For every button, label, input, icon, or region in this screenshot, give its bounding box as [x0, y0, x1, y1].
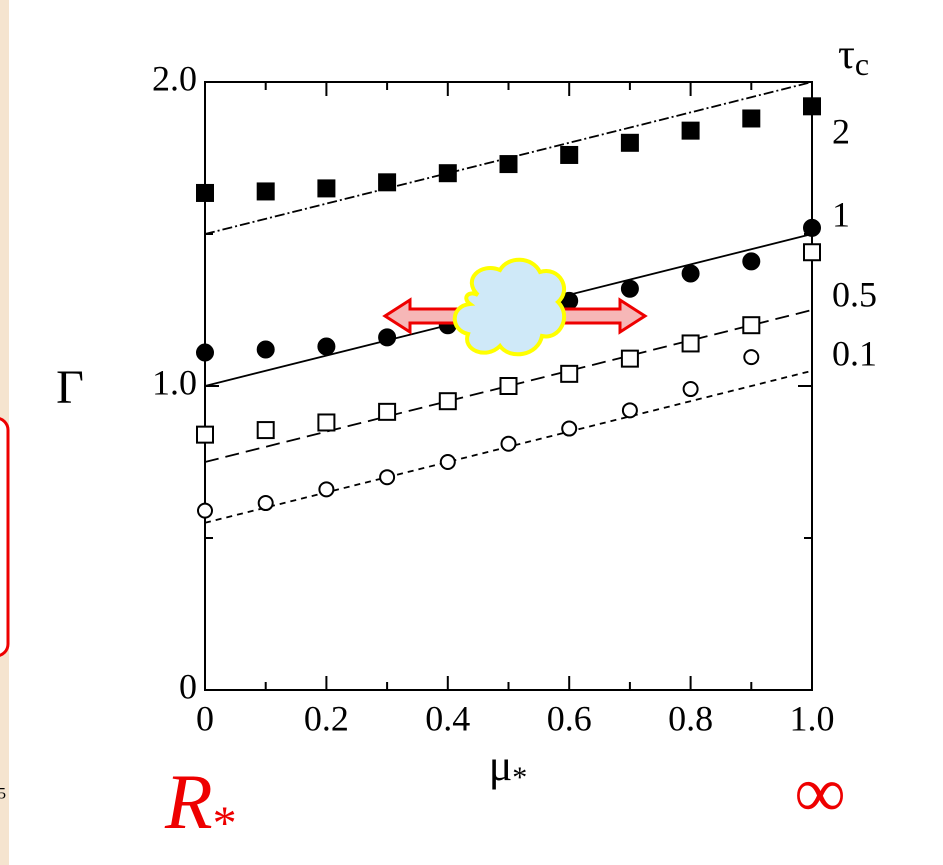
circle-marker	[439, 454, 456, 470]
square-marker	[560, 145, 579, 164]
infinity-annotation: ∞	[794, 753, 845, 833]
y-tick-label: 1.0	[152, 362, 197, 402]
circle-marker	[317, 337, 336, 356]
r-annotation: R*	[164, 758, 237, 850]
square-marker	[256, 182, 275, 201]
circle-marker	[378, 328, 397, 347]
square-marker	[378, 173, 397, 192]
square-marker	[196, 425, 214, 444]
x-axis-label: μ*	[489, 741, 528, 794]
square-marker	[681, 334, 700, 353]
square-marker	[803, 243, 821, 262]
overlay	[382, 257, 648, 357]
fit-label: 0.5	[832, 274, 877, 314]
y-axis-label: Γ	[56, 361, 84, 414]
x-tick-label: 0.4	[425, 698, 470, 738]
x-axis-label-sub: *	[512, 761, 527, 794]
circle-marker	[256, 340, 275, 359]
square-marker	[499, 377, 518, 395]
circle-marker	[561, 420, 578, 437]
square-marker	[438, 164, 457, 183]
circle-marker	[197, 502, 213, 519]
square-marker	[560, 364, 579, 383]
square-marker	[742, 109, 761, 128]
square-marker	[438, 392, 457, 411]
square-marker	[317, 413, 336, 432]
circle-marker	[620, 279, 639, 298]
x-tick-label: 0.8	[668, 698, 713, 738]
circle-marker	[621, 402, 638, 419]
y-tick-label: 0	[179, 666, 197, 706]
circle-marker	[196, 343, 214, 362]
circle-marker	[743, 349, 760, 366]
square-marker	[742, 316, 761, 335]
y-tick-label: 2.0	[152, 58, 197, 98]
fit-title-sub: c	[855, 46, 869, 82]
fit-title-main: τ	[838, 32, 855, 78]
fit-label: 1	[832, 194, 850, 234]
fit-title: τc	[838, 32, 869, 83]
circle-marker	[318, 481, 335, 498]
circle-marker	[257, 495, 274, 512]
square-marker	[499, 155, 518, 174]
circle-marker	[500, 435, 517, 452]
square-marker	[620, 133, 639, 152]
square-marker	[256, 421, 275, 440]
square-marker	[803, 97, 821, 116]
fit-label: 2	[832, 111, 850, 151]
square-marker	[681, 121, 700, 140]
square-marker	[196, 183, 214, 202]
r-annotation-sub: *	[213, 797, 237, 850]
square-marker	[620, 349, 639, 368]
cloud	[452, 257, 567, 357]
circle-marker	[742, 252, 761, 271]
x-axis-label-main: μ	[489, 741, 513, 790]
x-tick-label: 1.0	[790, 698, 835, 738]
fit-label: 0.1	[832, 333, 877, 373]
circle-marker	[681, 264, 700, 283]
r-annotation-main: R	[164, 758, 213, 845]
square-marker	[317, 179, 336, 198]
x-tick-label: 0	[196, 698, 214, 738]
x-tick-label: 0.2	[304, 698, 349, 738]
side-box	[0, 417, 10, 657]
plot: 0 0.2 0.4 0.6 0.8 1.0 0 1.0 2.0 2 1 0.5 0.1	[152, 58, 877, 738]
circle-marker	[803, 218, 821, 237]
x-tick-label: 0.6	[547, 698, 592, 738]
page-number: 5	[0, 786, 6, 803]
circle-marker	[379, 469, 396, 486]
circle-marker	[682, 381, 699, 398]
square-marker	[378, 402, 397, 421]
